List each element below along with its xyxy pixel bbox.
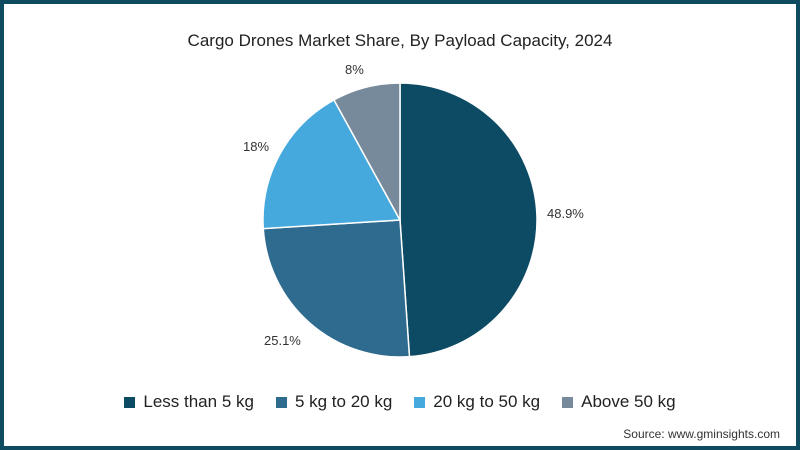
legend-swatch-icon bbox=[275, 396, 287, 408]
legend-swatch-icon bbox=[414, 396, 426, 408]
legend-swatch-icon bbox=[124, 396, 136, 408]
legend-item-20-to-50kg: 20 kg to 50 kg bbox=[414, 392, 540, 412]
slice-label-20-to-50kg: 18% bbox=[243, 139, 270, 154]
pie-slice bbox=[262, 219, 411, 358]
pie-slice bbox=[399, 82, 538, 358]
source-note: Source: www.gminsights.com bbox=[623, 427, 780, 441]
chart-title: Cargo Drones Market Share, By Payload Ca… bbox=[187, 31, 613, 50]
legend-item-5-to-20kg: 5 kg to 20 kg bbox=[275, 392, 393, 412]
legend: Less than 5 kg 5 kg to 20 kg 20 kg to 50… bbox=[0, 392, 800, 412]
pie-slices bbox=[262, 82, 538, 358]
legend-item-less-than-5kg: Less than 5 kg bbox=[124, 392, 254, 412]
legend-label: 20 kg to 50 kg bbox=[433, 392, 541, 411]
legend-label: 5 kg to 20 kg bbox=[294, 392, 393, 411]
legend-label: Less than 5 kg bbox=[143, 392, 254, 411]
pie-slice bbox=[262, 98, 402, 230]
slice-label-5-to-20kg: 25.1% bbox=[264, 333, 301, 348]
slice-label-above-50kg: 8% bbox=[345, 62, 364, 77]
pie-slice bbox=[332, 82, 401, 221]
slice-label-less-than-5kg: 48.9% bbox=[547, 206, 584, 221]
legend-item-above-50kg: Above 50 kg bbox=[562, 392, 676, 412]
legend-label: Above 50 kg bbox=[581, 392, 676, 411]
legend-swatch-icon bbox=[562, 396, 574, 408]
